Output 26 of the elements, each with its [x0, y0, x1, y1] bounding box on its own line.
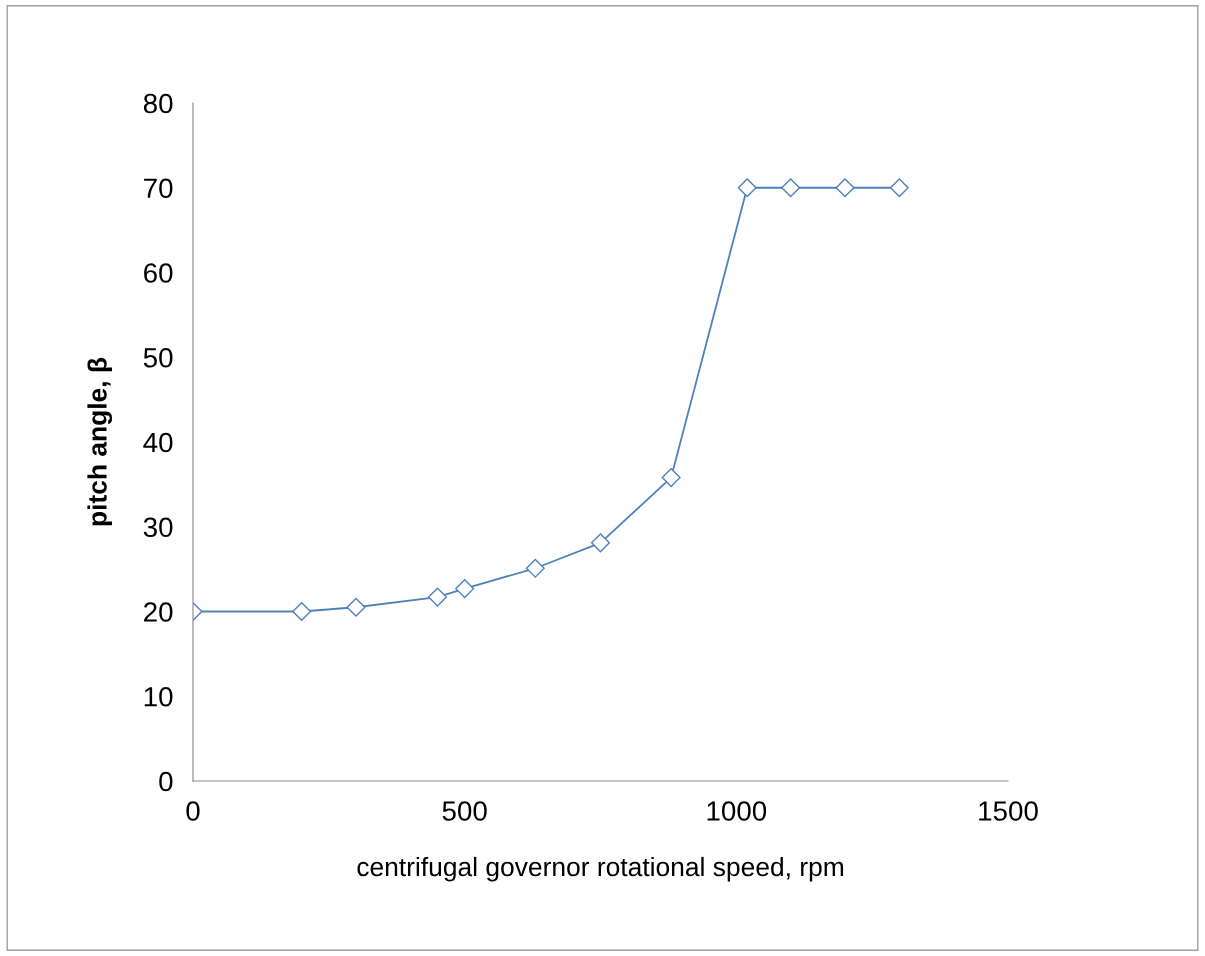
point [835, 178, 855, 198]
y-tick-label: 30 [143, 517, 173, 538]
y-tick-label: 70 [144, 178, 173, 199]
point [889, 178, 909, 198]
x-tick-label: 0 [186, 801, 200, 821]
y-tick-label: 60 [144, 263, 173, 283]
y-tick-label: 50 [143, 347, 173, 368]
y-tick-label: 20 [144, 602, 173, 622]
x-tick-label: 500 [442, 801, 487, 821]
x-tick-label: 1000 [707, 801, 767, 821]
point [661, 468, 681, 488]
point [346, 597, 366, 617]
x-tick-label: 1500 [979, 801, 1038, 821]
point [427, 587, 448, 607]
point [525, 558, 545, 578]
x-axis-title: centrifugal governor rotational speed, rpm [357, 856, 844, 882]
point [455, 579, 475, 599]
point [590, 533, 611, 553]
y-axis-title: pitch angle, β [87, 357, 113, 526]
point [292, 601, 312, 622]
y-tick-label: 0 [159, 771, 173, 792]
y-tick-label: 40 [143, 432, 173, 453]
y-tick-label: 80 [143, 93, 173, 114]
point [737, 178, 757, 198]
point [781, 178, 801, 198]
y-tick-label: 10 [144, 686, 173, 707]
